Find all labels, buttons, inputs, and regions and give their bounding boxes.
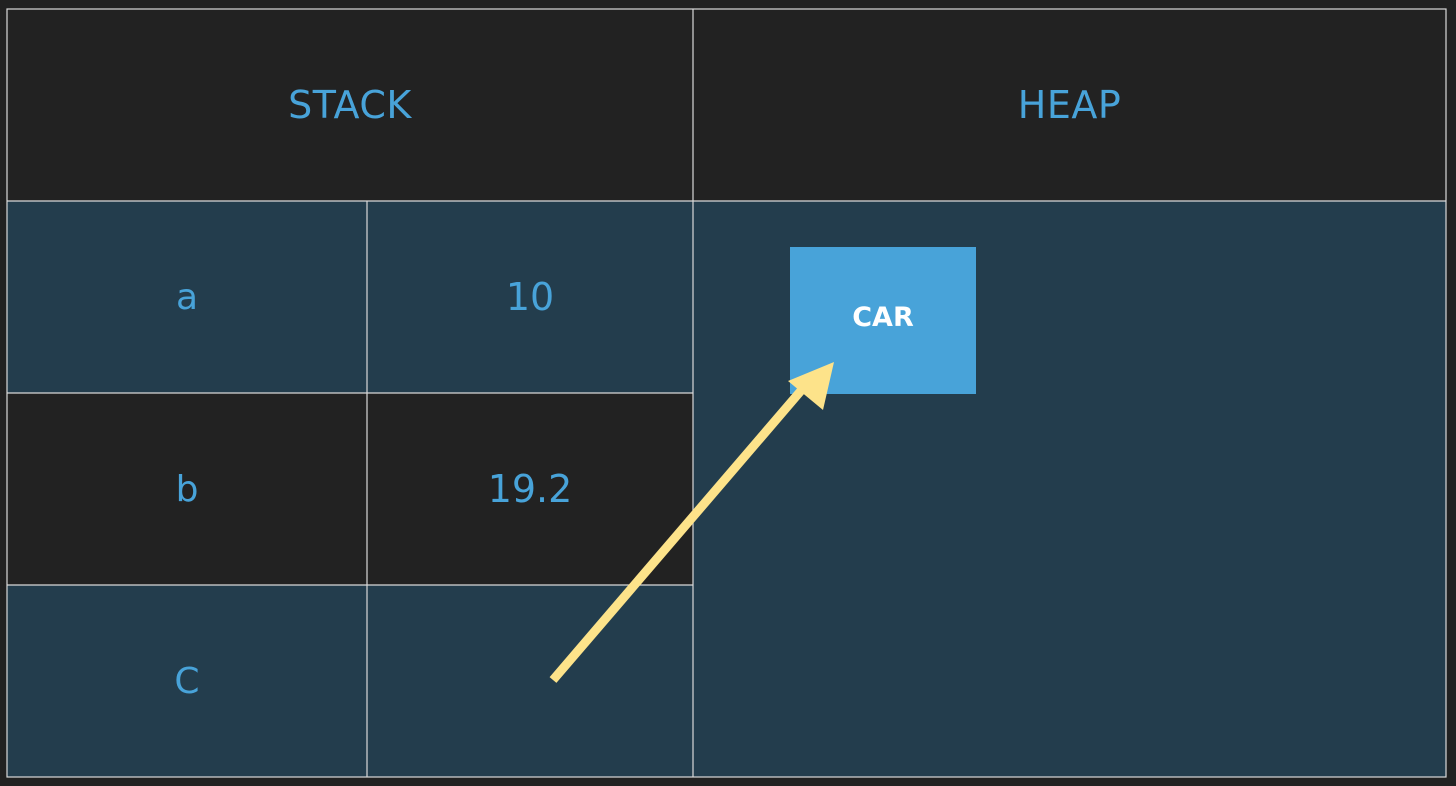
heap-header-label: HEAP [1017,83,1122,127]
stack-var-name: a [175,276,199,318]
stack-var-b-cell: b [7,393,367,585]
stack-var-c-cell: C [7,585,367,777]
stack-var-value: 19.2 [487,467,573,511]
stack-var-name: b [175,468,199,510]
heap-object-car: CAR [790,247,976,394]
heap-header: HEAP [693,9,1446,201]
stack-val-c-cell [367,585,693,777]
stack-var-value: 10 [505,275,555,319]
stack-header: STACK [7,9,693,201]
heap-object-label: CAR [852,302,914,333]
stack-var-a-cell: a [7,201,367,393]
stack-header-label: STACK [288,83,412,127]
stack-var-name: C [174,660,200,702]
stack-val-b-cell: 19.2 [367,393,693,585]
stack-val-a-cell: 10 [367,201,693,393]
